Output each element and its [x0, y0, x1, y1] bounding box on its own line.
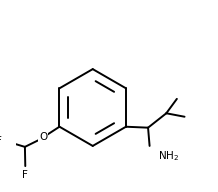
- Text: F: F: [0, 136, 2, 146]
- Text: NH$_2$: NH$_2$: [158, 149, 179, 163]
- Text: F: F: [22, 170, 28, 180]
- Text: O: O: [39, 132, 47, 142]
